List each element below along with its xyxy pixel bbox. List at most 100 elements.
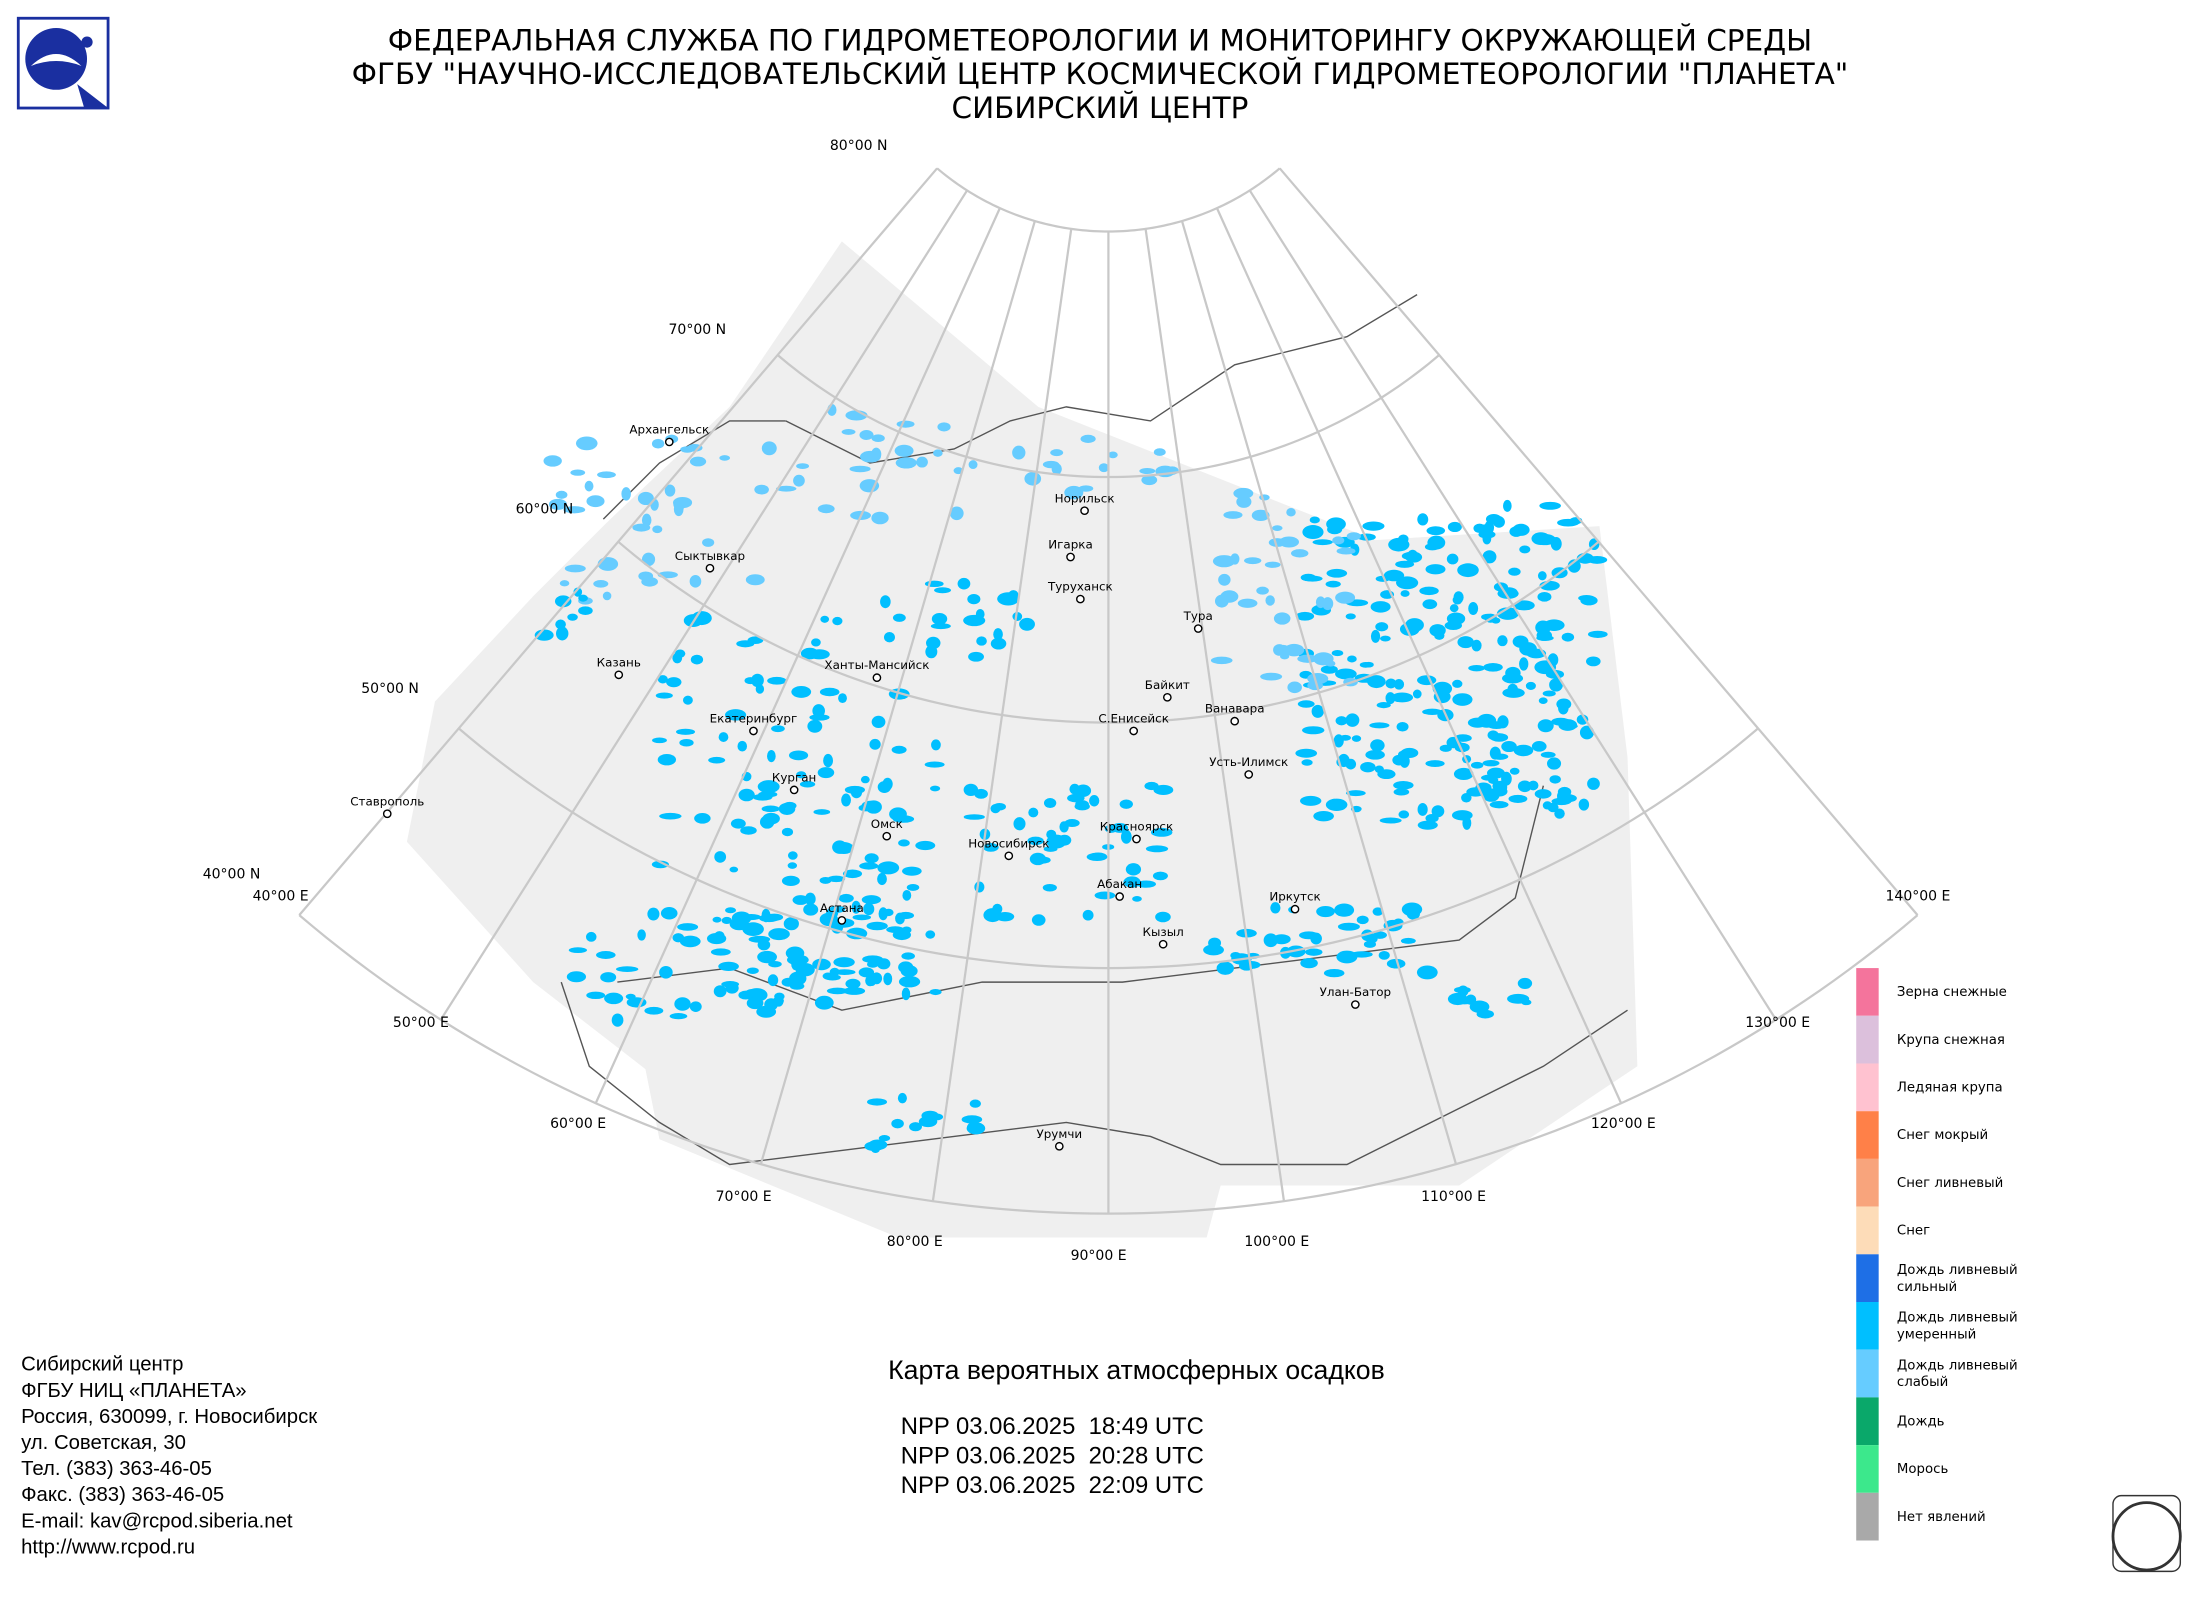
precip-cell bbox=[1439, 744, 1452, 752]
precip-cell bbox=[712, 916, 722, 923]
precip-cell bbox=[796, 463, 810, 470]
precip-cell bbox=[793, 474, 805, 487]
precip-cell bbox=[819, 687, 840, 697]
logo bbox=[16, 16, 110, 110]
precip-cell bbox=[657, 753, 677, 766]
precip-cell bbox=[1468, 664, 1485, 672]
contact-line: E-mail: kav@rcpod.siberia.net bbox=[21, 1510, 293, 1532]
precip-cell bbox=[725, 907, 737, 914]
precip-cell bbox=[1251, 509, 1270, 522]
precip-cell bbox=[1310, 932, 1322, 945]
longitude-label: 110°00 E bbox=[1421, 1189, 1486, 1205]
precip-cell bbox=[1326, 517, 1346, 531]
precip-cell bbox=[1391, 692, 1414, 703]
precip-cell bbox=[1244, 557, 1262, 565]
legend: Зерна снежные Крупа снежная Ледяная крупа С… bbox=[1856, 968, 2018, 1541]
precip-cell bbox=[543, 455, 562, 467]
precip-cell bbox=[1416, 965, 1438, 980]
city-label: Норильск bbox=[1055, 491, 1115, 505]
precip-cell bbox=[746, 967, 759, 975]
precip-cell bbox=[889, 807, 907, 821]
precip-cell bbox=[1542, 690, 1556, 697]
precip-cell bbox=[1337, 753, 1350, 768]
legend-label: Морось bbox=[1897, 1462, 1949, 1477]
precip-cell bbox=[555, 490, 568, 499]
precip-cell bbox=[1132, 895, 1142, 902]
precip-cell bbox=[1586, 656, 1601, 667]
precip-cell bbox=[819, 876, 832, 884]
precip-cell bbox=[1372, 907, 1384, 916]
precip-cell bbox=[1551, 717, 1571, 726]
precip-cell bbox=[767, 749, 776, 763]
precip-cell bbox=[866, 921, 888, 931]
precip-cell bbox=[767, 974, 779, 987]
precip-cell bbox=[1230, 553, 1240, 565]
precip-cell bbox=[1452, 679, 1463, 688]
precip-cell bbox=[1336, 547, 1356, 555]
city-marker bbox=[872, 673, 882, 683]
city-marker bbox=[705, 563, 715, 573]
precip-cell bbox=[891, 1118, 904, 1129]
city-marker bbox=[749, 726, 758, 736]
precip-cell bbox=[1123, 876, 1141, 888]
precip-cell bbox=[1320, 665, 1338, 674]
precip-cell bbox=[1417, 802, 1428, 816]
precip-cell bbox=[1467, 717, 1488, 728]
precip-cell bbox=[1312, 539, 1333, 546]
precip-cell bbox=[1323, 968, 1345, 978]
precip-cell bbox=[799, 781, 816, 788]
precip-cell bbox=[1580, 595, 1598, 606]
precip-cell bbox=[1307, 673, 1329, 685]
precip-cell bbox=[1295, 748, 1318, 758]
precip-cell bbox=[844, 785, 866, 794]
precip-cell bbox=[1452, 595, 1463, 605]
precip-cell bbox=[776, 485, 797, 492]
legend-label: Снег мокрый bbox=[1897, 1128, 1988, 1143]
precip-cell bbox=[892, 929, 911, 941]
precip-cell bbox=[902, 889, 912, 901]
precip-cell bbox=[791, 685, 812, 698]
meridian bbox=[1248, 189, 1777, 1021]
city-marker bbox=[382, 809, 392, 819]
precip-cell bbox=[968, 651, 984, 662]
city-marker bbox=[1115, 892, 1124, 901]
city-label: Тура bbox=[1183, 609, 1213, 623]
precip-cell bbox=[1309, 516, 1320, 524]
precip-cell bbox=[869, 738, 881, 750]
precip-cell bbox=[1471, 639, 1482, 652]
precip-cell bbox=[1347, 655, 1357, 663]
precip-cell bbox=[593, 579, 609, 588]
precip-cell bbox=[1412, 689, 1422, 699]
precip-cell bbox=[637, 491, 654, 506]
precip-cell bbox=[967, 593, 981, 605]
precip-cell bbox=[1370, 739, 1385, 752]
border-line bbox=[560, 981, 1628, 1166]
precip-cell bbox=[689, 575, 702, 588]
precip-cell bbox=[1313, 652, 1334, 666]
precip-cell bbox=[796, 771, 807, 779]
longitude-label: 130°00 E bbox=[1745, 1015, 1810, 1031]
precip-cell bbox=[758, 914, 780, 923]
precip-cell bbox=[929, 988, 942, 996]
legend-swatch bbox=[1856, 1111, 1879, 1159]
precip-cell bbox=[1407, 549, 1419, 563]
precip-cell bbox=[1064, 819, 1080, 828]
precip-cell bbox=[651, 860, 669, 869]
precip-cell bbox=[1497, 635, 1508, 647]
precip-cell bbox=[897, 911, 915, 920]
precip-cell bbox=[738, 990, 753, 1000]
precip-cell bbox=[677, 923, 699, 931]
precip-cell bbox=[1468, 601, 1479, 616]
precip-cell bbox=[992, 802, 1006, 811]
precip-cell bbox=[1539, 501, 1561, 510]
precip-cell bbox=[803, 903, 819, 916]
precip-cell bbox=[1375, 622, 1389, 632]
legend-swatch bbox=[1856, 1397, 1879, 1446]
precip-cell bbox=[1537, 571, 1547, 581]
precip-cell bbox=[751, 673, 764, 688]
precip-cell bbox=[1212, 555, 1236, 568]
precip-cell bbox=[1094, 891, 1116, 900]
precip-cell bbox=[718, 732, 729, 742]
precip-cell bbox=[883, 908, 894, 917]
precip-cell bbox=[710, 948, 731, 956]
